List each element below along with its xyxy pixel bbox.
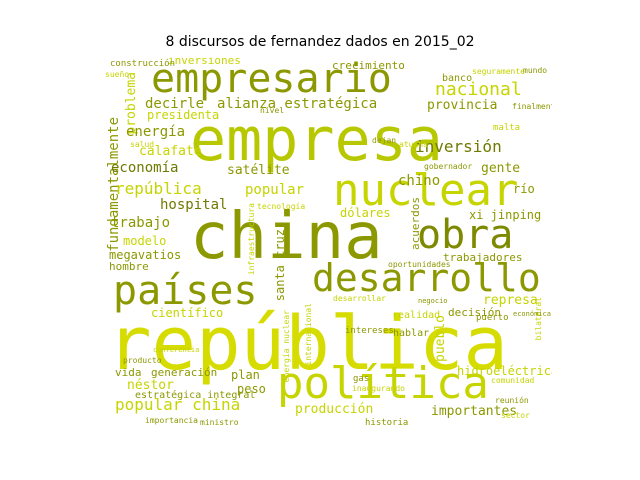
word-cloud-word: reunión bbox=[495, 396, 529, 405]
word-cloud-word: sector bbox=[501, 411, 530, 420]
word-cloud-word: finalmente bbox=[512, 102, 552, 111]
word-cloud-word: estratégica integral bbox=[135, 390, 256, 401]
word-cloud-word: científico bbox=[151, 306, 224, 320]
word-cloud-word: banco bbox=[442, 73, 473, 84]
word-cloud-word: economía bbox=[111, 160, 179, 176]
word-cloud-word: bilateral bbox=[534, 297, 543, 341]
word-cloud-word: económica bbox=[513, 310, 551, 318]
word-cloud-word: presidenta bbox=[147, 108, 220, 122]
word-cloud-word: energía nuclear bbox=[282, 310, 291, 383]
word-cloud-word: mundo bbox=[523, 66, 548, 75]
word-cloud-word: seguramente bbox=[472, 67, 525, 76]
word-cloud-word: santa cruz bbox=[273, 229, 287, 302]
word-cloud-word: acuerdos bbox=[409, 197, 422, 250]
word-cloud-word: inaugurando bbox=[352, 384, 405, 393]
word-cloud-word: tecnología bbox=[257, 202, 306, 211]
word-cloud-word: chino bbox=[398, 173, 441, 189]
word-cloud-word: república bbox=[115, 179, 202, 198]
word-cloud-word: importancia bbox=[145, 416, 198, 425]
word-cloud-word: comunidad bbox=[491, 376, 535, 385]
word-cloud-word: puerto bbox=[476, 313, 509, 323]
word-cloud-word: trabajo bbox=[111, 215, 171, 231]
figure-title: 8 discursos de fernandez dados en 2015_0… bbox=[165, 34, 475, 50]
word-cloud-word: crecimiento bbox=[332, 59, 405, 72]
word-cloud-word: malta bbox=[493, 123, 521, 133]
word-cloud-word: producto bbox=[123, 356, 162, 365]
word-cloud-word: decisión bbox=[448, 306, 501, 319]
word-cloud-word: decirle bbox=[145, 96, 205, 112]
word-cloud-word: construcción bbox=[110, 59, 176, 69]
word-cloud-word: represa bbox=[483, 293, 538, 308]
word-cloud-word: trabajadores bbox=[443, 251, 523, 264]
word-cloud-word: historia bbox=[365, 418, 409, 428]
word-cloud-word: inversión bbox=[415, 137, 502, 156]
word-cloud-word: negocio bbox=[418, 297, 448, 305]
word-cloud-word: países bbox=[113, 268, 258, 314]
word-cloud-word: realidad bbox=[392, 310, 441, 321]
word-cloud-word: modelo bbox=[123, 234, 167, 248]
word-cloud-word: república bbox=[107, 301, 508, 387]
word-cloud-word: ministro bbox=[200, 418, 239, 427]
word-cloud-word: inversiones bbox=[168, 57, 241, 67]
word-cloud-word: intereses bbox=[345, 326, 394, 336]
word-cloud-word: producción bbox=[295, 402, 374, 417]
word-cloud-word: nuclear bbox=[333, 165, 519, 216]
word-cloud-word: nacional bbox=[435, 79, 522, 100]
word-cloud-word: atucha bbox=[399, 140, 428, 149]
word-cloud-word: empresa bbox=[190, 105, 443, 175]
word-cloud-word: dejan bbox=[372, 136, 397, 145]
word-cloud-word: hombre bbox=[109, 260, 149, 273]
word-cloud-word: sueño bbox=[105, 70, 130, 79]
word-cloud-word: obra bbox=[417, 212, 514, 258]
word-cloud-word: desarrollo bbox=[312, 256, 541, 300]
word-cloud-word: satélite bbox=[227, 163, 290, 178]
word-cloud-word: xi jinping bbox=[469, 208, 542, 222]
word-cloud-word: empresario bbox=[151, 57, 392, 102]
word-cloud-word: política bbox=[277, 358, 489, 409]
word-cloud-word: plan bbox=[231, 368, 260, 382]
word-cloud-word: vida bbox=[115, 366, 142, 379]
word-cloud-word: oportunidades bbox=[388, 260, 451, 269]
word-cloud-word: desarrollar bbox=[333, 294, 386, 303]
word-cloud-word: megavatios bbox=[109, 248, 182, 262]
word-cloud-word: energía bbox=[126, 124, 186, 140]
word-cloud-word: infraestructura bbox=[247, 203, 256, 276]
word-cloud-word: gente bbox=[481, 161, 521, 176]
word-cloud-word: generación bbox=[151, 366, 218, 379]
word-cloud-word: salud bbox=[130, 140, 155, 149]
word-cloud-word: gas bbox=[353, 374, 370, 384]
word-cloud-word: internacional bbox=[304, 303, 313, 366]
word-cloud-word: popular bbox=[245, 182, 305, 198]
word-cloud-word: hablar bbox=[393, 328, 430, 339]
word-cloud-word: popular china bbox=[115, 395, 241, 414]
word-cloud-word: china bbox=[190, 200, 383, 274]
word-cloud-word: dólares bbox=[340, 206, 391, 220]
word-cloud-word: calafate bbox=[139, 144, 202, 159]
word-cloud-word: conferencia bbox=[153, 346, 200, 354]
word-cloud-word: nivel bbox=[260, 106, 285, 115]
word-cloud-word: río bbox=[513, 182, 535, 196]
word-cloud-word: importantes bbox=[431, 404, 518, 419]
word-cloud-word: hospital bbox=[160, 197, 228, 213]
word-cloud-word: peso bbox=[237, 382, 266, 396]
word-cloud-word: pueblo bbox=[433, 315, 448, 362]
word-cloud-word: provincia bbox=[427, 98, 498, 113]
word-cloud-word: néstor bbox=[127, 378, 174, 393]
word-cloud-word: hidroeléctrica bbox=[457, 364, 552, 378]
word-cloud-word: alianza estratégica bbox=[217, 96, 378, 112]
word-cloud-word: gobernador bbox=[424, 162, 473, 171]
word-cloud: república empresa china empresario nuclear ob… bbox=[105, 57, 552, 427]
